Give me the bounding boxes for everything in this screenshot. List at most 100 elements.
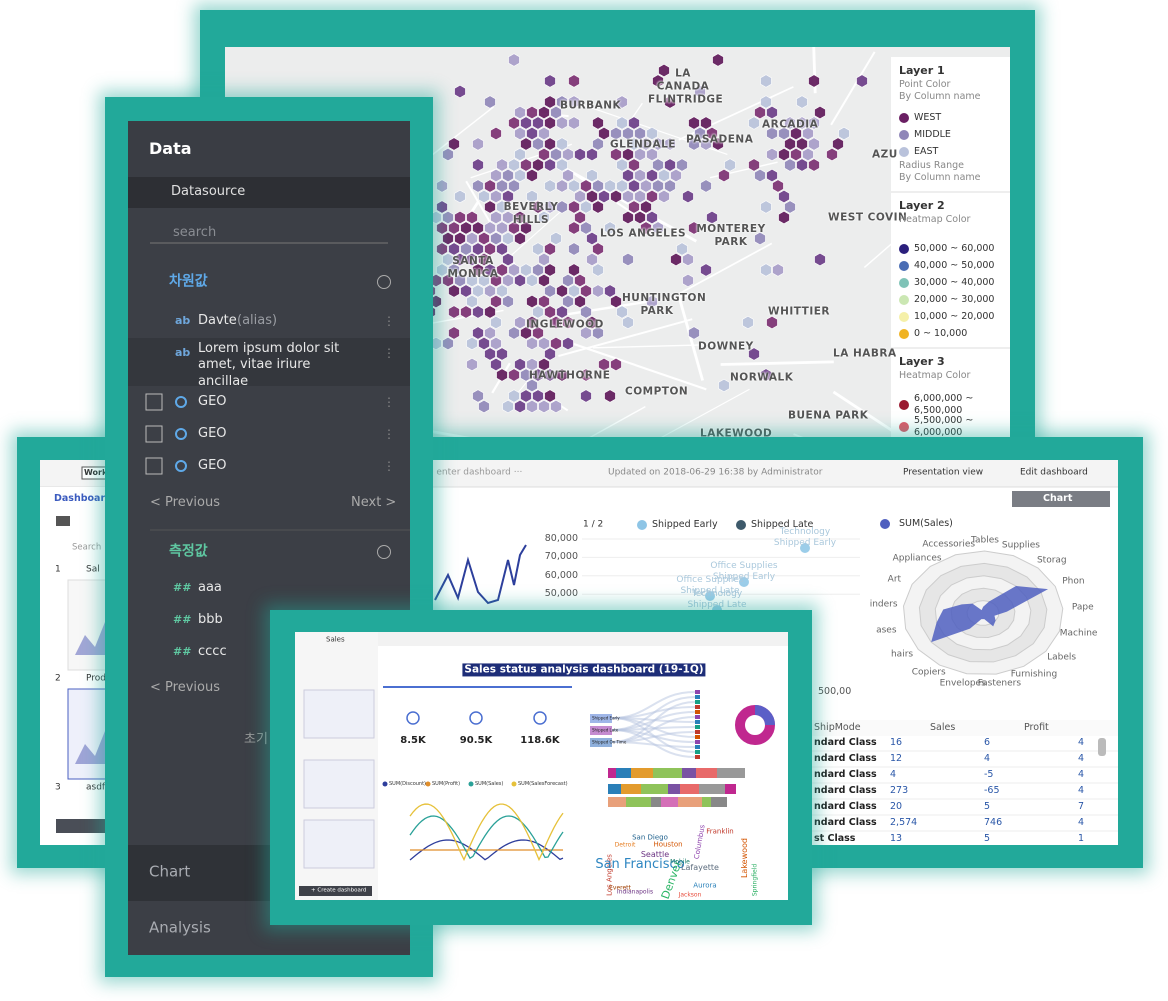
hexbin: [634, 210, 646, 225]
nav-tab[interactable]: Dashboard: [54, 493, 112, 505]
search-input[interactable]: search: [173, 224, 217, 240]
section-title[interactable]: 측정값: [169, 543, 208, 560]
legend-item: 30,000 ~ 40,000: [914, 277, 995, 289]
road: [573, 343, 707, 391]
hexbin: [442, 273, 454, 288]
legend-swatch: [899, 261, 909, 271]
dimension-item[interactable]: Davte: [198, 312, 237, 328]
hexbin: [622, 147, 634, 162]
hexbin: [508, 53, 520, 67]
hexbin: [550, 315, 562, 330]
hexbin: [544, 200, 556, 214]
hexbin: [700, 137, 712, 151]
hexbin: [592, 242, 604, 256]
section-title[interactable]: 차원값: [169, 273, 208, 290]
hexbin: [520, 116, 532, 130]
hexbin: [652, 137, 664, 151]
table-cell: 4: [890, 769, 897, 781]
hexbin: [472, 263, 484, 277]
reset-button[interactable]: 초기: [244, 731, 268, 747]
hexbin: [472, 158, 484, 172]
hexbin: [538, 273, 550, 288]
dimension-item[interactable]: GEO: [198, 393, 227, 409]
radar-axis-label: Accessories: [922, 539, 976, 550]
datasource[interactable]: Datasource: [171, 183, 246, 199]
measure-item[interactable]: aaa: [198, 579, 222, 595]
hexbin: [646, 189, 658, 204]
hexbin: [802, 147, 814, 162]
hexbin: [544, 116, 556, 130]
place-label: WHITTIER: [768, 305, 831, 318]
hexbin: [784, 116, 796, 130]
sankey-node: [590, 714, 612, 723]
pager-previous[interactable]: < Previous: [150, 494, 220, 510]
hexbin: [466, 231, 478, 246]
hexbin: [532, 242, 544, 256]
pager-previous[interactable]: < Previous: [150, 679, 220, 695]
chart-button[interactable]: Chart: [1043, 493, 1073, 505]
measure-item[interactable]: bbb: [198, 611, 223, 627]
edit-button[interactable]: Edit dashboard: [1020, 467, 1088, 478]
hexbin: [778, 147, 790, 162]
hexbin: [532, 326, 544, 340]
hexbin: [658, 63, 670, 78]
hexbin: [448, 305, 460, 319]
hexbin: [466, 252, 478, 267]
panel-title[interactable]: Data: [149, 139, 192, 158]
table-cell: ndard Class: [814, 785, 877, 797]
measure-item[interactable]: cccc: [198, 643, 227, 659]
dimension-item[interactable]: Lorem ipsum dolor sit amet, vitae iriure…: [198, 340, 340, 389]
pager[interactable]: 1 / 2: [583, 519, 604, 530]
hexbin: [532, 116, 544, 130]
section-tab[interactable]: Chart: [149, 862, 191, 881]
legend-item: SUM(Sales): [475, 780, 504, 787]
hexbin: [526, 336, 538, 351]
stacked-bar: [631, 768, 653, 778]
kpi-value: 90.5K: [459, 734, 493, 746]
y-tick-label: 70,000: [544, 551, 578, 563]
hexbin: [592, 116, 604, 130]
hexbin: [484, 242, 496, 256]
hexbin: [580, 221, 592, 235]
hexbin: [562, 336, 574, 351]
table-cell: 7: [1078, 801, 1085, 813]
hexbin: [514, 147, 526, 162]
hexbin: [496, 158, 508, 172]
item-menu: ⋮: [383, 427, 395, 441]
hexbin: [646, 210, 658, 225]
hexbin: [442, 147, 454, 162]
hexbin: [796, 116, 808, 130]
dimension-item[interactable]: GEO: [198, 425, 227, 441]
stacked-bar: [616, 768, 631, 778]
presentation-button[interactable]: Presentation view: [903, 467, 984, 478]
dimension-item[interactable]: GEO: [198, 457, 227, 473]
hexbin: [562, 168, 574, 183]
hexbin: [556, 158, 568, 172]
nav-item[interactable]: asdf: [86, 782, 106, 793]
hexbin: [568, 221, 580, 235]
place-label: COMPTON: [625, 385, 689, 398]
sankey-link: [611, 717, 696, 753]
nav-item[interactable]: Prod: [86, 673, 106, 684]
alias: (alias): [237, 312, 278, 328]
hexbin: [568, 263, 580, 277]
hexbin: [502, 294, 514, 309]
create-button[interactable]: + Create dashboard: [311, 887, 367, 894]
pager-next[interactable]: Next >: [351, 494, 397, 510]
hexbin: [544, 242, 556, 256]
sankey-node: [695, 720, 700, 724]
hexbin: [454, 84, 466, 99]
place-label: LA HABRA: [833, 347, 897, 360]
hexbin: [586, 168, 598, 183]
hexbin: [448, 242, 460, 256]
sankey-label: Shipped Late: [592, 727, 619, 733]
nav-item[interactable]: Sal: [86, 564, 100, 575]
legend-swatch: [899, 147, 909, 157]
table-cell: 273: [890, 785, 909, 797]
table-cell: st Class: [814, 833, 856, 845]
column-header: Profit: [1024, 722, 1049, 734]
legend-item: 5,500,000 ~ 6,000,000: [914, 415, 974, 437]
hexbin: [802, 126, 814, 141]
hexbin: [610, 126, 622, 141]
section-tab[interactable]: Analysis: [149, 918, 211, 937]
